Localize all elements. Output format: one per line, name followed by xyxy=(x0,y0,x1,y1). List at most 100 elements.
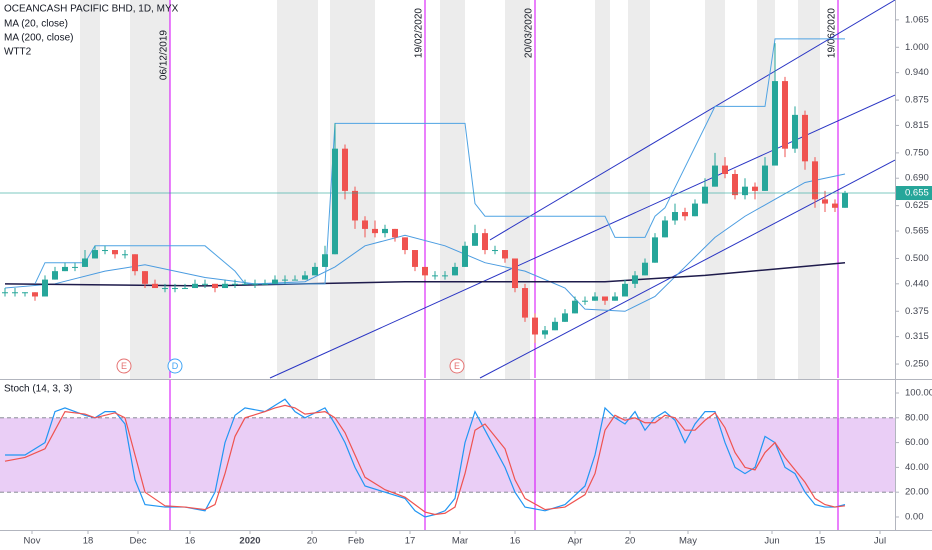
session-band xyxy=(440,0,465,379)
candle-body xyxy=(522,288,528,318)
y-tick-label: 0.440 xyxy=(905,278,929,289)
stoch-title: Stoch (14, 3, 3) xyxy=(4,384,72,395)
candle-body xyxy=(722,165,728,175)
candle-body xyxy=(192,283,198,289)
x-tick-label: 16 xyxy=(185,536,196,547)
stoch-band xyxy=(0,417,895,493)
candle-body xyxy=(62,266,68,272)
candle-body xyxy=(832,203,838,208)
candle-body xyxy=(142,271,148,284)
session-band xyxy=(595,0,610,379)
y-tick-label: 0.750 xyxy=(905,147,929,158)
candle-body xyxy=(542,330,548,335)
candle-body xyxy=(842,193,848,208)
candle-body xyxy=(122,254,128,256)
candle-body xyxy=(442,275,448,277)
candle-body xyxy=(82,258,88,267)
event-badge xyxy=(449,358,465,374)
trend-line xyxy=(269,94,896,379)
candle-body xyxy=(682,212,688,217)
session-band xyxy=(80,0,100,379)
candle-body xyxy=(812,161,818,200)
candle-body xyxy=(42,279,48,297)
x-tick-label: Feb xyxy=(348,536,364,547)
event-label: E xyxy=(121,361,127,371)
candle-body xyxy=(202,283,208,285)
candle-body xyxy=(162,288,168,290)
candle-body xyxy=(382,228,388,234)
candle-body xyxy=(562,313,568,322)
trend-line xyxy=(479,159,896,379)
date-marker-label: 06/12/2019 xyxy=(159,30,170,80)
candle-body xyxy=(622,283,628,297)
candle-body xyxy=(252,283,258,285)
candle-body xyxy=(272,279,278,284)
indicator-line xyxy=(34,38,845,285)
candle-body xyxy=(12,292,18,294)
candle-body xyxy=(302,275,308,280)
x-tick-label: 16 xyxy=(510,536,521,547)
session-band xyxy=(277,0,318,379)
candle-body xyxy=(72,266,78,268)
candle-body xyxy=(2,292,8,294)
candle-body xyxy=(732,174,738,196)
candle-body xyxy=(692,203,698,217)
candle-body xyxy=(472,233,478,246)
candle-body xyxy=(782,81,788,149)
event-label: D xyxy=(172,361,179,371)
x-tick-label: 17 xyxy=(405,536,416,547)
candle-body xyxy=(362,220,368,229)
candle-body xyxy=(182,288,188,290)
candle-body xyxy=(22,292,28,294)
candle-body xyxy=(462,245,468,267)
candle-body xyxy=(112,250,118,255)
candle-body xyxy=(52,271,58,280)
candle-body xyxy=(282,279,288,281)
y-tick-label: 0.625 xyxy=(905,200,929,211)
y-tick-label: 0.375 xyxy=(905,306,929,317)
y-tick-label: 0.690 xyxy=(905,173,929,184)
candle-body xyxy=(172,288,178,290)
candle-body xyxy=(802,114,808,162)
stoch-line xyxy=(4,404,846,516)
candle-body xyxy=(422,266,428,276)
candle-body xyxy=(102,250,108,252)
candle-body xyxy=(752,186,758,191)
y-tick-label: 100.00 xyxy=(905,388,932,399)
candle-body xyxy=(582,300,588,302)
candle-body xyxy=(342,148,348,191)
indicator-line xyxy=(4,261,846,287)
y-tick-label: 0.00 xyxy=(905,511,924,522)
x-tick-label: 20 xyxy=(625,536,636,547)
date-marker-label: 20/03/2020 xyxy=(524,8,535,58)
candle-body xyxy=(602,296,608,301)
y-tick-label: 0.940 xyxy=(905,67,929,78)
x-tick-label: 2020 xyxy=(239,536,260,547)
candle-body xyxy=(482,233,488,251)
candle-body xyxy=(372,228,378,234)
y-tick-label: 60.00 xyxy=(905,437,929,448)
x-tick-label: Apr xyxy=(568,536,583,547)
session-band xyxy=(705,0,725,379)
last-price-label: 0.655 xyxy=(905,188,929,199)
candle-body xyxy=(552,321,558,331)
y-tick-label: 20.00 xyxy=(905,487,929,498)
y-tick-label: 0.500 xyxy=(905,253,929,264)
candle-body xyxy=(262,283,268,285)
last-price-box xyxy=(896,186,932,201)
event-badge xyxy=(167,358,183,374)
candle-body xyxy=(152,283,158,289)
candle-body xyxy=(352,190,358,221)
legend-wtt2: WTT2 xyxy=(4,47,32,58)
candle-body xyxy=(512,258,518,289)
y-tick-label: 0.315 xyxy=(905,331,929,342)
candle-body xyxy=(662,220,668,238)
candle-body xyxy=(642,262,648,276)
candle-body xyxy=(32,292,38,297)
event-label: E xyxy=(454,361,460,371)
legend-ma200: MA (200, close) xyxy=(4,33,73,44)
y-tick-label: 0.565 xyxy=(905,226,929,237)
candle-body xyxy=(332,148,338,255)
